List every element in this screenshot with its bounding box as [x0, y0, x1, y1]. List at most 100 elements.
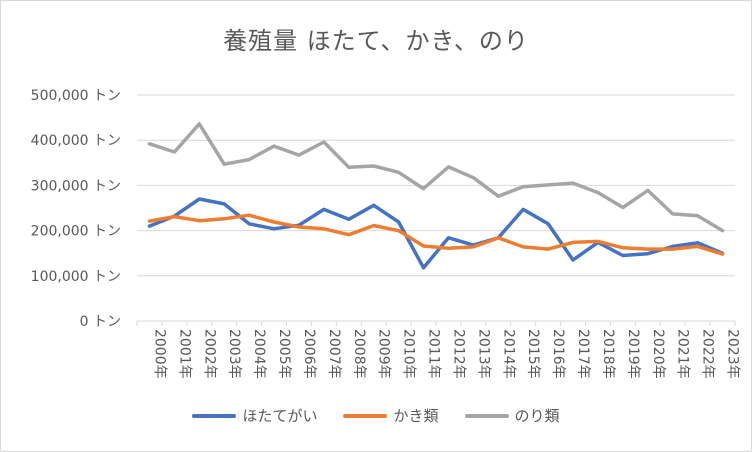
x-tick-label: 2004年: [251, 329, 267, 379]
legend-item: ほたてがい: [192, 405, 317, 426]
data-point: [222, 202, 226, 206]
data-point: [646, 252, 650, 256]
x-tick-label: 2003年: [226, 329, 242, 379]
data-point: [422, 187, 426, 191]
data-point: [696, 244, 700, 248]
data-point: [322, 227, 326, 231]
x-tick-label: 2000年: [151, 329, 167, 379]
data-point: [521, 207, 525, 211]
data-point: [397, 170, 401, 174]
data-point: [322, 207, 326, 211]
x-tick-label: 2006年: [301, 329, 317, 379]
series-line: [147, 122, 725, 233]
data-point: [671, 244, 675, 248]
data-point: [446, 246, 450, 250]
legend: ほたてがい かき類 のり類: [1, 405, 751, 426]
data-point: [721, 229, 725, 233]
data-point: [571, 181, 575, 185]
data-point: [372, 224, 376, 228]
data-point: [696, 214, 700, 218]
data-point: [297, 153, 301, 157]
data-point: [247, 213, 251, 217]
x-tick-label: 2016年: [550, 329, 566, 379]
legend-label: のり類: [514, 407, 560, 425]
x-tick-label: 2010年: [401, 329, 417, 379]
x-tick-label: 2022年: [700, 329, 716, 379]
data-point: [621, 206, 625, 210]
y-tick-label: 400,000 トン: [31, 133, 121, 149]
data-point: [446, 165, 450, 169]
data-point: [372, 164, 376, 168]
x-tick-label: 2013年: [475, 329, 491, 379]
data-point: [422, 244, 426, 248]
data-point: [621, 246, 625, 250]
series-line: [147, 197, 725, 270]
data-point: [671, 247, 675, 251]
data-point: [571, 240, 575, 244]
data-point: [147, 224, 151, 228]
data-point: [422, 266, 426, 270]
data-point: [546, 183, 550, 187]
data-point: [247, 222, 251, 226]
y-tick-label: 0 トン: [80, 314, 121, 330]
legend-item: のり類: [464, 405, 560, 426]
data-point: [596, 191, 600, 195]
legend-label: ほたてがい: [242, 407, 318, 425]
data-point: [347, 217, 351, 221]
x-tick-label: 2018年: [600, 329, 616, 379]
data-point: [272, 227, 276, 231]
data-point: [397, 229, 401, 233]
x-tick-label: 2011年: [426, 329, 442, 379]
chart-title: 養殖量 ほたて、かき、のり: [223, 27, 529, 55]
x-tick-label: 2005年: [276, 329, 292, 379]
x-tick-label: 2012年: [450, 329, 466, 379]
legend-label: かき類: [393, 407, 439, 425]
data-point: [347, 233, 351, 237]
x-tick-label: 2020年: [650, 329, 666, 379]
x-tick-label: 2015年: [525, 329, 541, 379]
data-point: [347, 165, 351, 169]
legend-swatch: [192, 413, 237, 418]
x-tick-label: 2002年: [201, 329, 217, 379]
data-point: [272, 144, 276, 148]
data-point: [197, 122, 201, 126]
data-point: [397, 220, 401, 224]
data-point: [446, 236, 450, 240]
x-tick-label: 2019年: [625, 329, 641, 379]
y-tick-label: 100,000 トン: [31, 269, 121, 285]
y-tick-label: 300,000 トン: [31, 178, 121, 194]
series-line: [147, 213, 725, 256]
data-point: [521, 185, 525, 189]
data-point: [197, 197, 201, 201]
data-point: [471, 176, 475, 180]
data-point: [671, 212, 675, 216]
x-tick-label: 2021年: [675, 329, 691, 379]
data-point: [471, 245, 475, 249]
data-point: [546, 247, 550, 251]
data-point: [172, 150, 176, 154]
x-tick-label: 2007年: [326, 329, 342, 379]
data-point: [496, 236, 500, 240]
x-tick-label: 2008年: [351, 329, 367, 379]
data-point: [297, 225, 301, 229]
data-point: [521, 245, 525, 249]
data-point: [322, 140, 326, 144]
x-tick-label: 2001年: [176, 329, 192, 379]
y-tick-label: 500,000 トン: [31, 88, 121, 104]
legend-swatch: [464, 413, 509, 418]
data-point: [197, 219, 201, 223]
data-point: [272, 220, 276, 224]
data-point: [496, 194, 500, 198]
data-point: [222, 162, 226, 166]
data-point: [147, 219, 151, 223]
y-tick-label: 200,000 トン: [31, 224, 121, 240]
legend-swatch: [343, 413, 388, 418]
data-point: [721, 252, 725, 256]
data-point: [621, 253, 625, 257]
data-point: [546, 222, 550, 226]
legend-item: かき類: [343, 405, 439, 426]
x-tick-label: 2009年: [376, 329, 392, 379]
data-point: [247, 158, 251, 162]
